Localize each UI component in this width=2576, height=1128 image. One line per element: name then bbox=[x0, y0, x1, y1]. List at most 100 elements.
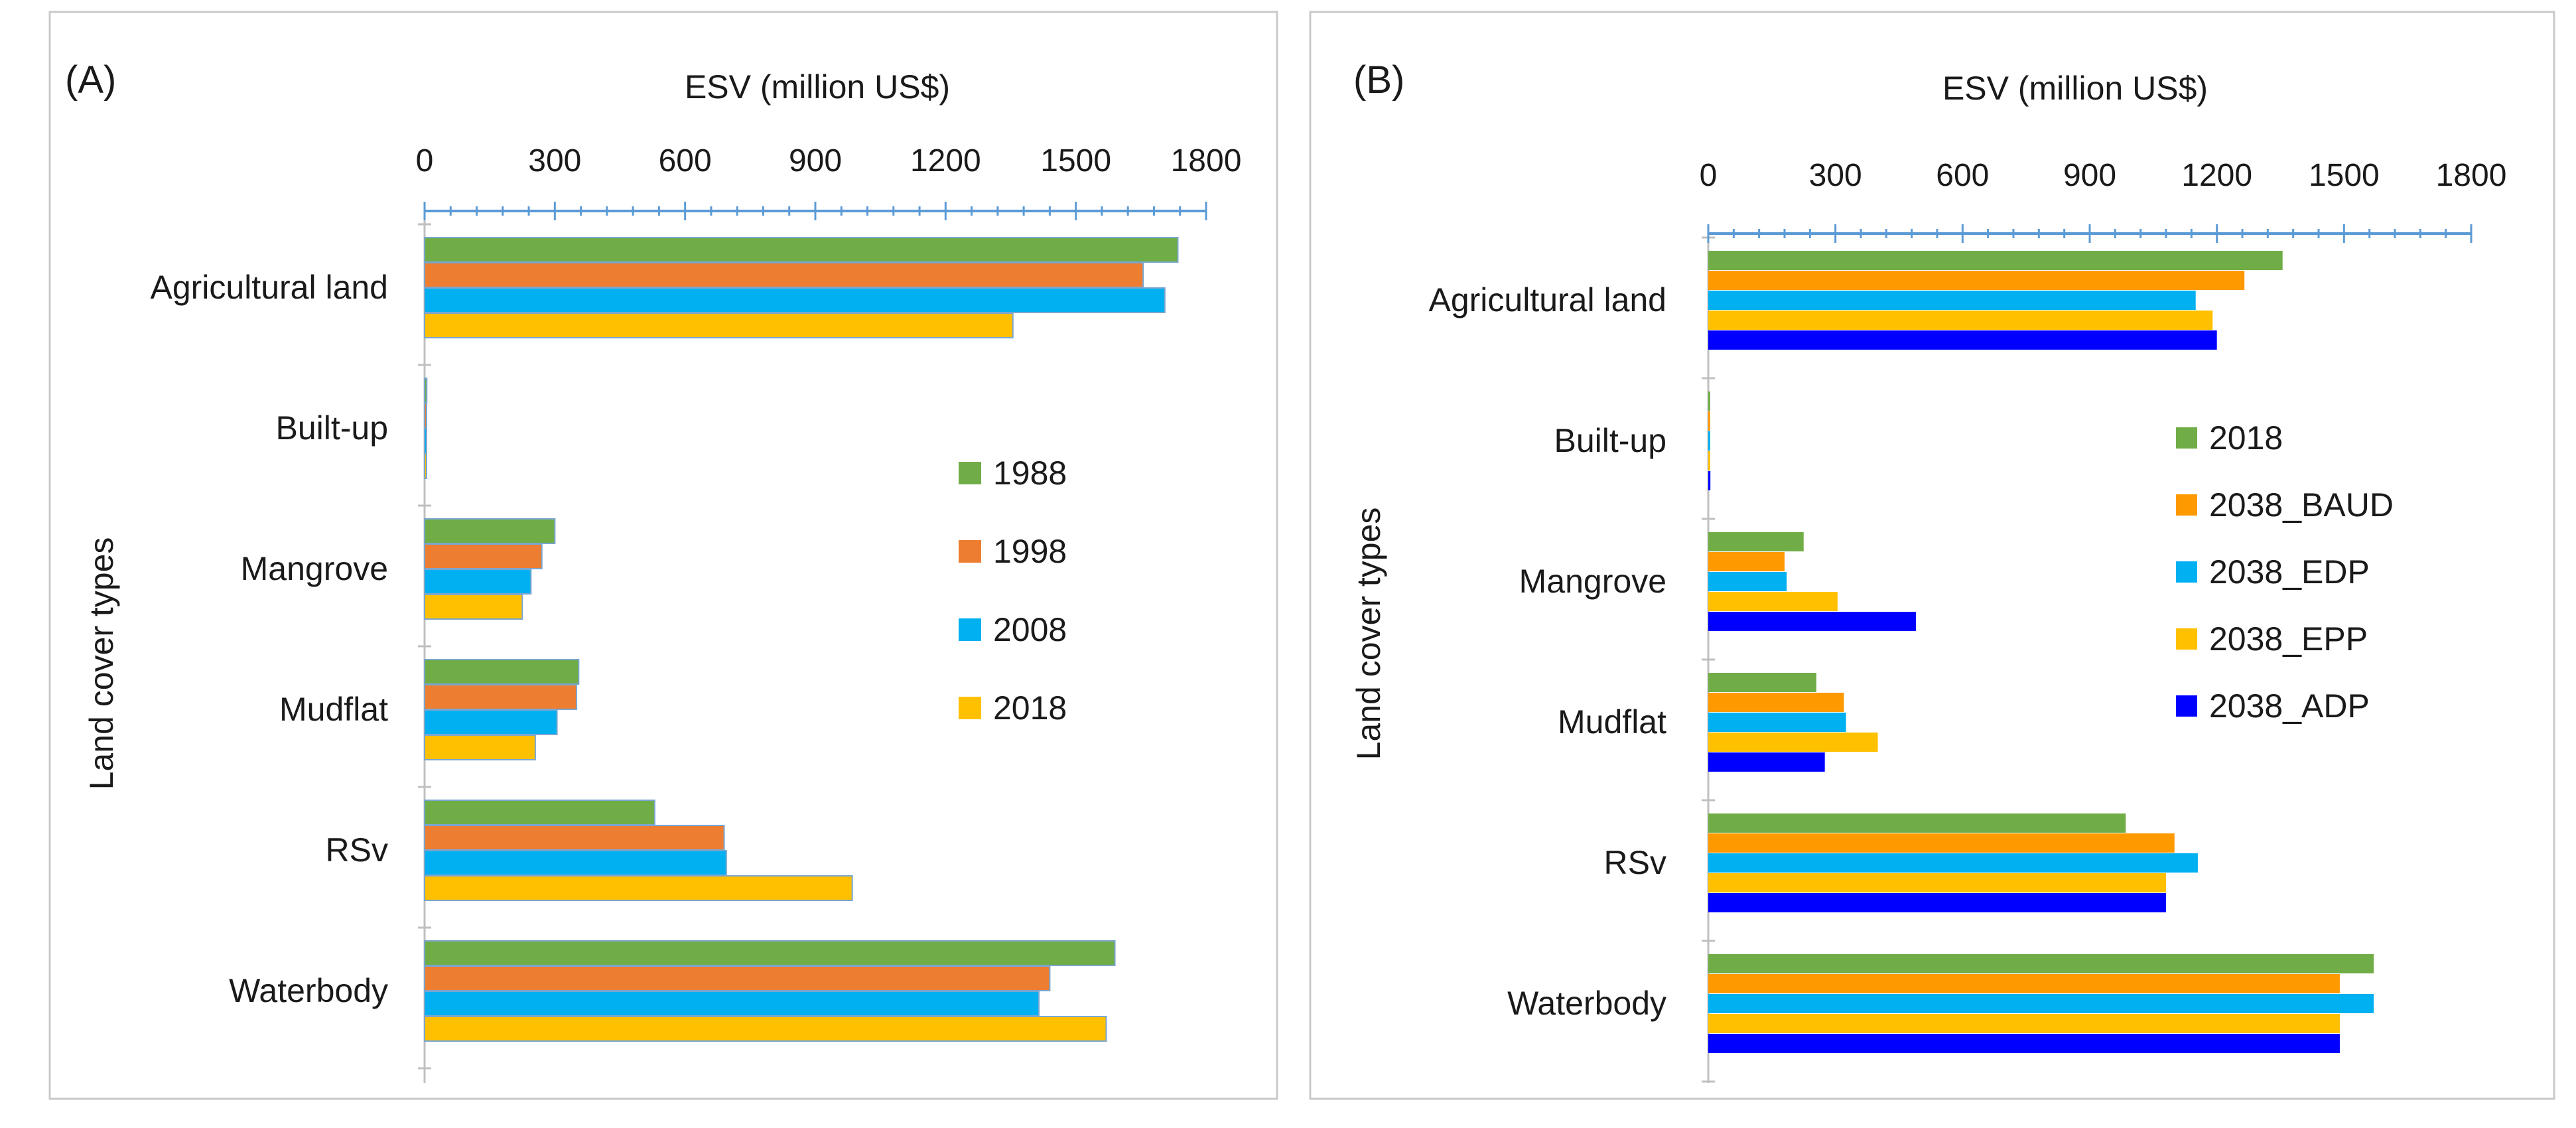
legend-label: 1988 bbox=[993, 455, 1067, 492]
bar-built-up-2038-edp bbox=[1708, 431, 1710, 451]
category-label: Mangrove bbox=[1519, 563, 1666, 600]
bar-mudflat-1988 bbox=[424, 659, 580, 685]
x-tick-label: 0 bbox=[416, 143, 434, 178]
bar-built-up-2018 bbox=[1708, 391, 1710, 411]
bar-mangrove-2038-baud bbox=[1708, 552, 1785, 571]
legend-swatch bbox=[2176, 427, 2197, 449]
legend-swatch bbox=[2176, 494, 2197, 516]
bar-built-up-2038-adp bbox=[1708, 471, 1711, 490]
x-tick-label: 600 bbox=[659, 143, 712, 178]
bar-rsv-2008 bbox=[424, 850, 727, 876]
category-label: RSv bbox=[326, 831, 388, 869]
bar-mangrove-1998 bbox=[424, 543, 543, 569]
bar-mudflat-2018 bbox=[1708, 673, 1816, 692]
category-label: RSv bbox=[1604, 844, 1666, 881]
panel-label: (A) bbox=[65, 58, 116, 102]
bar-waterbody-2018 bbox=[424, 1016, 1107, 1042]
y-axis-title: Land cover types bbox=[83, 537, 120, 790]
category-label: Agricultural land bbox=[150, 269, 388, 306]
bar-mudflat-1998 bbox=[424, 684, 578, 710]
legend-label: 2038_EDP bbox=[2209, 553, 2370, 591]
category-label: Mangrove bbox=[241, 550, 388, 587]
category-label: Waterbody bbox=[229, 972, 388, 1009]
bar-built-up-2018 bbox=[424, 453, 427, 479]
legend-swatch bbox=[959, 697, 981, 719]
bar-mangrove-2038-epp bbox=[1708, 592, 1838, 611]
y-axis-title: Land cover types bbox=[1350, 508, 1387, 760]
legend-swatch bbox=[959, 540, 981, 563]
legend-label: 2018 bbox=[2209, 419, 2283, 457]
bar-rsv-2038-edp bbox=[1708, 853, 2198, 873]
bar-built-up-2038-baud bbox=[1708, 411, 1710, 431]
bar-agricultural-land-2018 bbox=[1708, 251, 2283, 270]
bar-mangrove-2008 bbox=[424, 569, 532, 595]
bar-mangrove-2038-edp bbox=[1708, 572, 1787, 591]
bar-mangrove-2018 bbox=[1708, 532, 1804, 551]
category-label: Built-up bbox=[275, 409, 388, 447]
bar-waterbody-1988 bbox=[424, 940, 1116, 966]
legend-swatch bbox=[2176, 561, 2197, 583]
bar-waterbody-2038-epp bbox=[1708, 1014, 2340, 1033]
bar-agricultural-land-2018 bbox=[424, 313, 1014, 338]
bar-rsv-1988 bbox=[424, 800, 655, 825]
legend-label: 2038_ADP bbox=[2209, 687, 2370, 725]
bar-waterbody-2018 bbox=[1708, 954, 2374, 973]
legend: 2018 2038_BAUD 2038_EDP 2038_EPP 2038_ADP bbox=[2176, 419, 2394, 725]
bar-built-up-2008 bbox=[424, 428, 427, 454]
x-tick-label: 0 bbox=[1700, 158, 1718, 193]
x-tick-label: 1200 bbox=[910, 143, 981, 178]
bar-mudflat-2038-epp bbox=[1708, 733, 1878, 752]
bar-rsv-2038-epp bbox=[1708, 873, 2166, 892]
panel-frame bbox=[48, 11, 1278, 1100]
bar-built-up-2038-epp bbox=[1708, 451, 1710, 470]
x-tick-label: 1500 bbox=[2309, 158, 2380, 193]
bar-rsv-1998 bbox=[424, 825, 725, 851]
chart-panel-a: (A) ESV (million US$) 0 300 600 900 1200 1500 18… bbox=[48, 11, 1278, 1100]
legend-label: 2008 bbox=[993, 611, 1067, 648]
bar-mangrove-1988 bbox=[424, 518, 556, 544]
category-label: Built-up bbox=[1554, 422, 1666, 459]
bar-mudflat-2038-baud bbox=[1708, 693, 1844, 712]
bar-rsv-2018 bbox=[1708, 813, 2126, 833]
axis-title: ESV (million US$) bbox=[1942, 70, 2208, 107]
bar-agricultural-land-1998 bbox=[424, 262, 1144, 288]
bar-agricultural-land-2038-epp bbox=[1708, 311, 2213, 330]
x-tick-label: 1500 bbox=[1040, 143, 1111, 178]
bar-mangrove-2038-adp bbox=[1708, 612, 1917, 631]
panel-frame bbox=[1309, 11, 2555, 1100]
bar-agricultural-land-2038-edp bbox=[1708, 291, 2196, 310]
bar-agricultural-land-1988 bbox=[424, 237, 1179, 263]
legend-swatch bbox=[959, 462, 981, 484]
x-tick-label: 600 bbox=[1936, 158, 1989, 193]
bar-waterbody-2038-baud bbox=[1708, 974, 2340, 993]
bar-waterbody-2038-adp bbox=[1708, 1034, 2340, 1053]
axis-title: ESV (million US$) bbox=[685, 68, 950, 106]
x-tick-label: 900 bbox=[2063, 158, 2116, 193]
legend-label: 2018 bbox=[993, 689, 1067, 727]
bar-mudflat-2018 bbox=[424, 735, 536, 760]
panel-label: (B) bbox=[1353, 58, 1404, 102]
bar-rsv-2018 bbox=[424, 875, 853, 901]
legend-label: 2038_BAUD bbox=[2209, 486, 2394, 524]
legend-label: 2038_EPP bbox=[2209, 620, 2368, 658]
bar-built-up-1988 bbox=[424, 378, 428, 403]
x-tick-label: 300 bbox=[1809, 158, 1862, 193]
bar-waterbody-2008 bbox=[424, 991, 1040, 1017]
legend-swatch bbox=[2176, 695, 2197, 717]
x-tick-label: 900 bbox=[789, 143, 842, 178]
bar-built-up-1998 bbox=[424, 403, 427, 429]
bar-agricultural-land-2038-adp bbox=[1708, 330, 2217, 350]
bar-mudflat-2008 bbox=[424, 709, 558, 735]
bar-waterbody-2038-edp bbox=[1708, 994, 2374, 1013]
category-label: Waterbody bbox=[1507, 985, 1666, 1022]
legend: 1988 1998 2008 2018 bbox=[959, 455, 1067, 727]
bar-agricultural-land-2038-baud bbox=[1708, 271, 2245, 290]
category-label: Mudflat bbox=[279, 691, 388, 728]
bar-agricultural-land-2008 bbox=[424, 287, 1166, 313]
legend-swatch bbox=[959, 618, 981, 641]
x-tick-label: 1800 bbox=[2436, 158, 2507, 193]
bar-mangrove-2018 bbox=[424, 594, 523, 620]
legend-label: 1998 bbox=[993, 533, 1067, 570]
